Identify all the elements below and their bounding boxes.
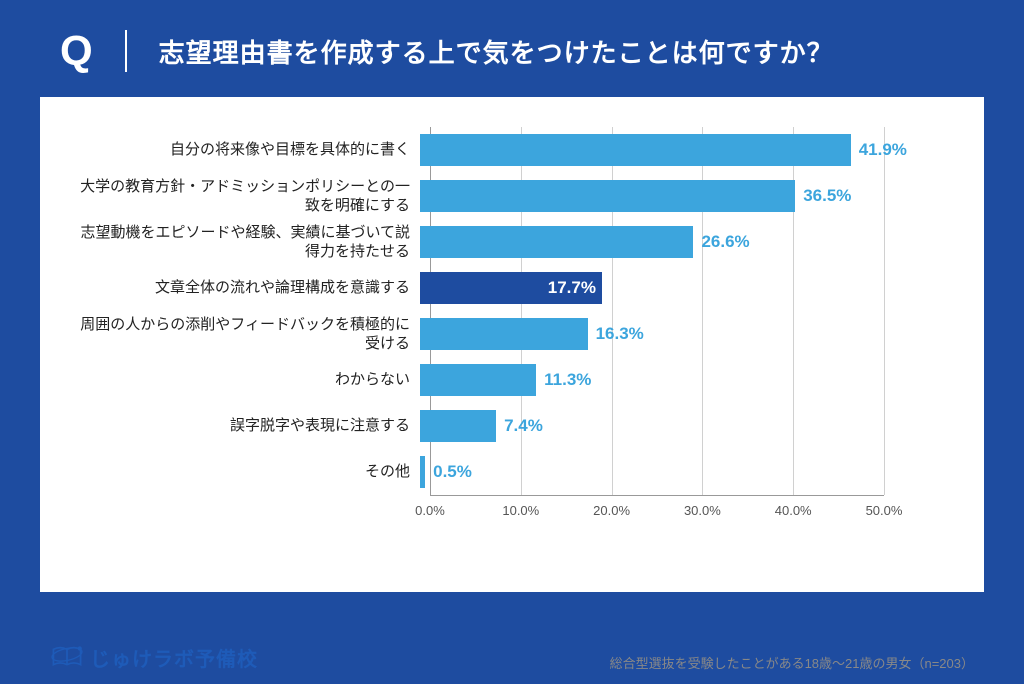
- chart-row: 自分の将来像や目標を具体的に書く41.9%: [80, 127, 934, 173]
- bar-label: 周囲の人からの添削やフィードバックを積極的に受ける: [80, 315, 420, 354]
- bar: 0.5%: [420, 456, 425, 488]
- chart-row: 周囲の人からの添削やフィードバックを積極的に受ける16.3%: [80, 311, 934, 357]
- bar-track: 11.3%: [420, 357, 934, 403]
- chart-row: 誤字脱字や表現に注意する7.4%: [80, 403, 934, 449]
- bar: 7.4%: [420, 410, 496, 442]
- bar-track: 36.5%: [420, 173, 934, 219]
- bar-value: 36.5%: [795, 186, 851, 206]
- bar: 16.3%: [420, 318, 588, 350]
- bar-track: 16.3%: [420, 311, 934, 357]
- x-tick-label: 40.0%: [775, 503, 812, 518]
- sample-note: 総合型選抜を受験したことがある18歳～21歳の男女（n=203）: [610, 653, 974, 672]
- chart-row: 文章全体の流れや論理構成を意識する 17.7%: [80, 265, 934, 311]
- bar-value: 16.3%: [588, 324, 644, 344]
- header: Q 志望理由書を作成する上で気をつけたことは何ですか？: [0, 0, 1024, 97]
- bar: 17.7%: [420, 272, 602, 304]
- bar: 26.6%: [420, 226, 693, 258]
- x-tick-label: 30.0%: [684, 503, 721, 518]
- book-icon: [50, 642, 84, 672]
- bar-value: 11.3%: [536, 370, 591, 390]
- chart-area: 自分の将来像や目標を具体的に書く41.9%大学の教育方針・アドミッションポリシー…: [80, 127, 934, 532]
- bar-value: 41.9%: [851, 140, 907, 160]
- bars-container: 自分の将来像や目標を具体的に書く41.9%大学の教育方針・アドミッションポリシー…: [80, 127, 934, 495]
- logo: じゅけラボ予備校: [50, 642, 258, 672]
- bar-track: 17.7%: [420, 265, 934, 311]
- chart-row: 志望動機をエピソードや経験、実績に基づいて説得力を持たせる26.6%: [80, 219, 934, 265]
- bar-value: 26.6%: [693, 232, 749, 252]
- chart-panel: 自分の将来像や目標を具体的に書く41.9%大学の教育方針・アドミッションポリシー…: [40, 97, 984, 592]
- bar-label: 文章全体の流れや論理構成を意識する: [80, 278, 420, 298]
- chart-row: 大学の教育方針・アドミッションポリシーとの一致を明確にする36.5%: [80, 173, 934, 219]
- x-tick-label: 20.0%: [593, 503, 630, 518]
- bar-track: 7.4%: [420, 403, 934, 449]
- chart-row: その他0.5%: [80, 449, 934, 495]
- bar-label: その他: [80, 462, 420, 482]
- bar: 36.5%: [420, 180, 795, 212]
- bar-label: 自分の将来像や目標を具体的に書く: [80, 140, 420, 160]
- x-tick-label: 10.0%: [502, 503, 539, 518]
- bar-track: 0.5%: [420, 449, 934, 495]
- bar-track: 26.6%: [420, 219, 934, 265]
- x-tick-label: 0.0%: [415, 503, 445, 518]
- bar: 11.3%: [420, 364, 536, 396]
- bar-value: 0.5%: [425, 462, 472, 482]
- bar-value: 17.7%: [548, 278, 596, 298]
- x-ticks: 0.0%10.0%20.0%30.0%40.0%50.0%: [430, 495, 884, 525]
- x-tick-label: 50.0%: [866, 503, 903, 518]
- bar-label: わからない: [80, 370, 420, 390]
- footer: じゅけラボ予備校 総合型選抜を受験したことがある18歳～21歳の男女（n=203…: [50, 642, 974, 672]
- bar-label: 大学の教育方針・アドミッションポリシーとの一致を明確にする: [80, 177, 420, 216]
- bar-value: 7.4%: [496, 416, 543, 436]
- q-mark: Q: [60, 30, 127, 72]
- bar-label: 誤字脱字や表現に注意する: [80, 416, 420, 436]
- question-text: 志望理由書を作成する上で気をつけたことは何ですか？: [127, 33, 834, 70]
- bar-label: 志望動機をエピソードや経験、実績に基づいて説得力を持たせる: [80, 223, 420, 262]
- chart-row: わからない11.3%: [80, 357, 934, 403]
- bar: 41.9%: [420, 134, 851, 166]
- bar-track: 41.9%: [420, 127, 934, 173]
- logo-text: じゅけラボ予備校: [90, 643, 258, 672]
